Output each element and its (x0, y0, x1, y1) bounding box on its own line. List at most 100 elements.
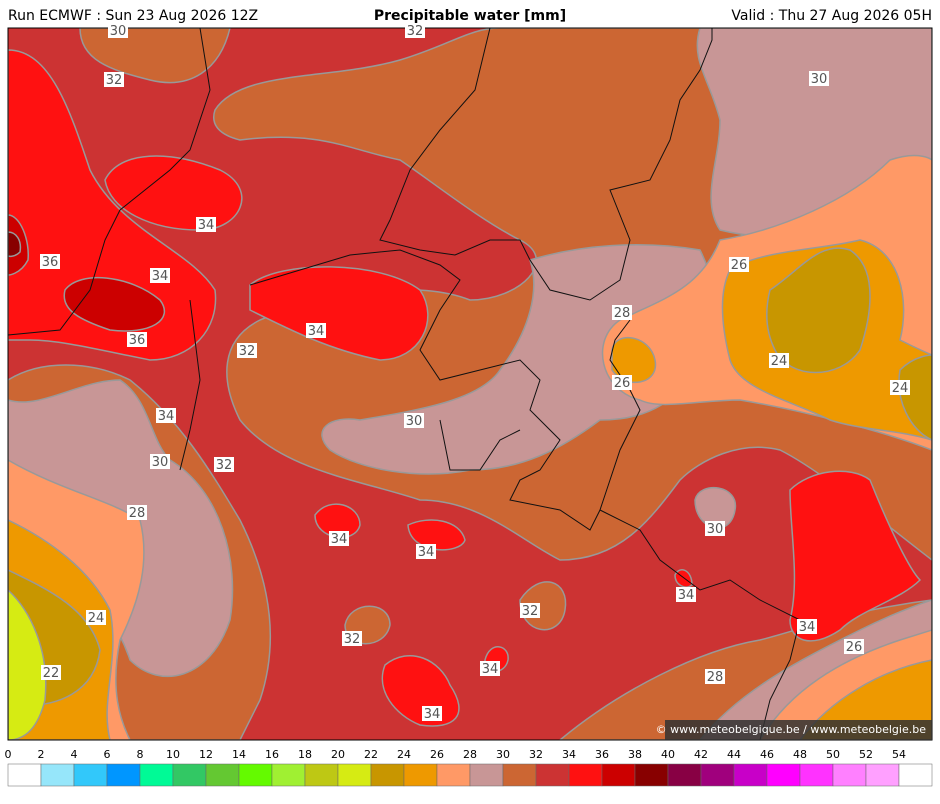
colorbar-swatch (667, 763, 702, 787)
contour-label: 30 (811, 72, 828, 87)
colorbar: 0 2 4 6 8 10 12 14 16 18 20 22 24 26 28 30 32 34 36 38 40 42 4… (5, 748, 933, 787)
contour-label-box (150, 268, 170, 283)
colorbar-label: 36 (595, 748, 609, 761)
colorbar-label: 8 (137, 748, 144, 761)
contour-label-box (108, 23, 128, 38)
contour-label: 32 (522, 604, 539, 619)
contour-label: 24 (771, 354, 788, 369)
contour-label-box (237, 343, 257, 358)
colorbar-label: 40 (661, 748, 675, 761)
contour-label: 32 (106, 73, 123, 88)
colorbar-swatch (535, 763, 570, 787)
contour-label: 34 (308, 324, 325, 339)
colorbar-swatch (832, 763, 867, 787)
contour-label: 24 (88, 611, 105, 626)
contour-label-box (480, 661, 500, 676)
colorbar-swatch (106, 763, 141, 787)
colorbar-label: 52 (859, 748, 873, 761)
contour-label-box (705, 521, 725, 536)
colorbar-swatch (337, 763, 372, 787)
contour-label-box (612, 375, 632, 390)
contour-label-box (676, 587, 696, 602)
contour-label-box (797, 619, 817, 634)
colorbar-label: 38 (628, 748, 642, 761)
contour-label-box (127, 505, 147, 520)
contour-label: 26 (614, 376, 631, 391)
colorbar-swatch (568, 763, 603, 787)
copyright-box (665, 720, 932, 740)
contour-label: 32 (239, 344, 256, 359)
contour-label-box (86, 610, 106, 625)
contour-label-box (40, 254, 60, 269)
colorbar-swatch (436, 763, 471, 787)
contour-label: 28 (707, 670, 724, 685)
colorbar-label: 34 (562, 748, 576, 761)
run-info: Run ECMWF : Sun 23 Aug 2026 12Z (8, 8, 258, 24)
contour-label-box (520, 603, 540, 618)
contour-label: 32 (216, 458, 233, 473)
map-title: Precipitable water [mm] (374, 8, 566, 24)
colorbar-swatch (73, 763, 108, 787)
contour-label: 34 (152, 269, 169, 284)
colorbar-label: 48 (793, 748, 807, 761)
contour-label-box (342, 631, 362, 646)
contour-label-box (844, 639, 864, 654)
colorbar-swatch (172, 763, 207, 787)
contour-label-box (890, 380, 910, 395)
contour-labels: 30 32 32 30 34 36 34 26 28 34 36 32 24 26 24 34 30 30 32 28… (40, 23, 910, 722)
contour-label-box (404, 413, 424, 428)
contour-label-box (729, 257, 749, 272)
contour-label: 36 (42, 255, 59, 270)
colorbar-label: 30 (496, 748, 510, 761)
colorbar-swatch (403, 763, 438, 787)
contour-label: 30 (152, 455, 169, 470)
map-field (8, 28, 932, 740)
contour-label: 34 (158, 409, 175, 424)
colorbar-label: 46 (760, 748, 774, 761)
colorbar-swatch (502, 763, 537, 787)
colorbar-swatch (634, 763, 669, 787)
contour-label-box (214, 457, 234, 472)
contour-label-box (612, 305, 632, 320)
contour-label-box (41, 665, 61, 680)
contour-label: 30 (110, 24, 127, 39)
colorbar-label: 12 (199, 748, 213, 761)
colorbar-swatch (7, 763, 42, 787)
valid-info: Valid : Thu 27 Aug 2026 05H (731, 8, 932, 24)
colorbar-swatch (766, 763, 801, 787)
colorbar-label: 4 (71, 748, 78, 761)
colorbar-swatch (601, 763, 636, 787)
contour-label: 26 (731, 258, 748, 273)
contour-label-box (329, 531, 349, 546)
contour-label-box (127, 332, 147, 347)
colorbar-label: 6 (104, 748, 111, 761)
colorbar-label: 2 (38, 748, 45, 761)
contour-label: 32 (407, 24, 424, 39)
contour-label-box (405, 23, 425, 38)
colorbar-label: 44 (727, 748, 741, 761)
contour-label: 34 (198, 218, 215, 233)
contour-label: 30 (406, 414, 423, 429)
colorbar-label: 26 (430, 748, 444, 761)
colorbar-swatch (40, 763, 75, 787)
colorbar-swatch (733, 763, 768, 787)
colorbar-label: 24 (397, 748, 411, 761)
contour-label: 32 (344, 632, 361, 647)
colorbar-label: 10 (166, 748, 180, 761)
contour-label: 22 (43, 666, 60, 681)
colorbar-swatch (370, 763, 405, 787)
contour-label: 34 (482, 662, 499, 677)
colorbar-label: 20 (331, 748, 345, 761)
colorbar-label: 0 (5, 748, 12, 761)
contour-label-box (156, 408, 176, 423)
contour-label: 26 (846, 640, 863, 655)
colorbar-swatch (304, 763, 339, 787)
colorbar-label: 42 (694, 748, 708, 761)
contour-label: 24 (892, 381, 909, 396)
contour-label-box (196, 217, 216, 232)
contour-label: 36 (129, 333, 146, 348)
colorbar-swatch (898, 763, 933, 787)
contour-label: 30 (707, 522, 724, 537)
